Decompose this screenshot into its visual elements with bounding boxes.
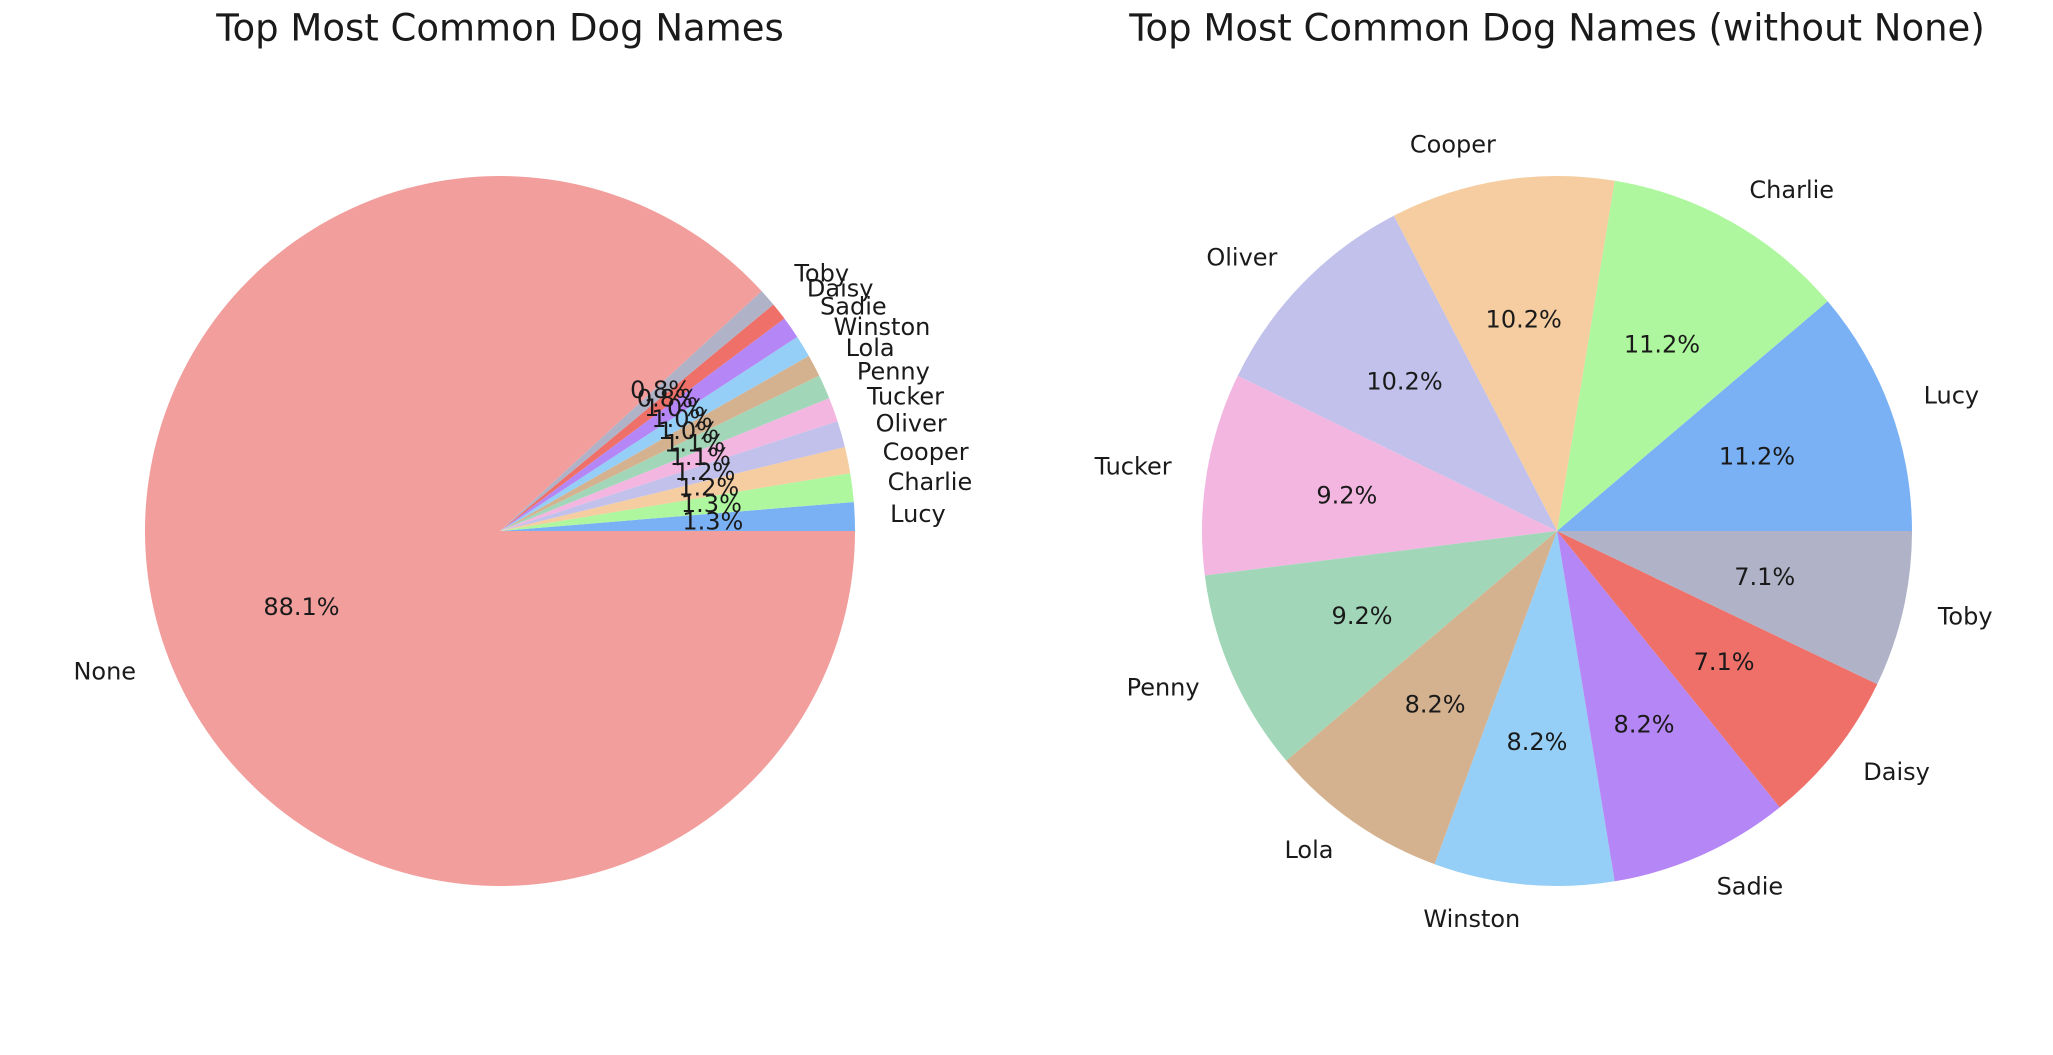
slice-label-lucy: Lucy — [890, 500, 946, 528]
percent-label-penny: 1.1% — [664, 429, 725, 457]
pie-slice-winston — [500, 336, 809, 531]
pie-slice-oliver — [1237, 215, 1557, 532]
percent-label-daisy: 7.1% — [1694, 648, 1755, 676]
slice-label-oliver: Oliver — [1206, 243, 1277, 271]
slice-label-toby: Toby — [1937, 602, 1993, 630]
slice-label-tucker: Tucker — [1094, 452, 1172, 480]
pie-slice-none — [145, 176, 856, 887]
percent-label-lucy: 11.2% — [1719, 443, 1795, 471]
percent-label-lola: 1.0% — [658, 417, 719, 445]
percent-label-lucy: 1.3% — [682, 507, 743, 535]
percent-label-charlie: 11.2% — [1624, 331, 1700, 359]
percent-label-toby: 0.8% — [630, 376, 691, 404]
pie-slice-charlie — [1557, 180, 1828, 531]
slice-label-winston: Winston — [833, 313, 930, 341]
slice-label-charlie: Charlie — [888, 468, 973, 496]
pie-slice-cooper — [500, 446, 851, 531]
slice-label-penny: Penny — [857, 357, 930, 385]
pie-chart-without-none: Top Most Common Dog Names (without None)… — [1094, 7, 1993, 933]
pie-slice-lucy — [500, 502, 855, 531]
percent-label-winston: 8.2% — [1506, 728, 1567, 756]
percent-label-tucker: 9.2% — [1316, 481, 1377, 509]
pie-slice-daisy — [1557, 531, 1878, 808]
pie-slice-toby — [500, 291, 774, 531]
percent-label-charlie: 1.3% — [681, 490, 742, 518]
percent-label-winston: 1.0% — [651, 405, 712, 433]
pie-slice-sadie — [1557, 531, 1780, 882]
slice-label-charlie: Charlie — [1749, 176, 1834, 204]
percent-label-sadie: 1.0% — [644, 394, 705, 422]
percent-label-cooper: 10.2% — [1486, 306, 1562, 334]
slice-label-daisy: Daisy — [1863, 758, 1930, 786]
slice-label-tucker: Tucker — [866, 382, 944, 410]
chart-title: Top Most Common Dog Names — [215, 7, 784, 50]
pie-chart-all-names: Top Most Common Dog Names 1.3%1.3%1.2%1.… — [73, 7, 972, 887]
percent-label-tucker: 1.1% — [670, 443, 731, 471]
chart-title: Top Most Common Dog Names (without None) — [1128, 7, 1985, 50]
percent-label-none: 88.1% — [263, 593, 339, 621]
pie-slice-lola — [1286, 531, 1557, 865]
pie-slice-sadie — [500, 318, 798, 531]
slice-label-penny: Penny — [1127, 673, 1200, 701]
pie-slice-daisy — [500, 304, 785, 531]
pie-slice-winston — [1434, 531, 1615, 887]
pie-slice-tucker — [500, 398, 838, 531]
slice-label-lola: Lola — [1284, 836, 1333, 864]
percent-label-oliver: 10.2% — [1366, 367, 1442, 395]
slice-label-none: None — [73, 658, 136, 686]
slice-label-cooper: Cooper — [883, 438, 969, 466]
percent-label-penny: 9.2% — [1332, 602, 1393, 630]
pie-slice-charlie — [500, 473, 854, 531]
slice-label-sadie: Sadie — [1717, 872, 1784, 900]
slice-label-sadie: Sadie — [820, 292, 887, 320]
pie-slice-oliver — [500, 421, 845, 531]
slice-label-winston: Winston — [1423, 905, 1520, 933]
slice-label-lola: Lola — [846, 334, 895, 362]
pie-slice-tucker — [1202, 375, 1557, 576]
percent-label-daisy: 0.8% — [637, 384, 698, 412]
slice-label-lucy: Lucy — [1924, 381, 1980, 409]
pie-slice-toby — [1557, 531, 1912, 685]
slice-label-toby: Toby — [793, 259, 849, 287]
percent-label-cooper: 1.2% — [678, 473, 739, 501]
pie-slice-penny — [500, 375, 830, 531]
slice-label-oliver: Oliver — [876, 409, 947, 437]
percent-label-toby: 7.1% — [1734, 563, 1795, 591]
percent-label-oliver: 1.2% — [674, 458, 735, 486]
pie-slice-cooper — [1393, 176, 1615, 531]
pie-slice-penny — [1204, 531, 1557, 761]
percent-label-sadie: 8.2% — [1614, 710, 1675, 738]
pie-slice-lucy — [1557, 301, 1912, 531]
slice-label-cooper: Cooper — [1410, 130, 1496, 158]
pie-slice-lola — [500, 355, 820, 531]
percent-label-lola: 8.2% — [1405, 691, 1466, 719]
slice-label-daisy: Daisy — [807, 275, 874, 303]
